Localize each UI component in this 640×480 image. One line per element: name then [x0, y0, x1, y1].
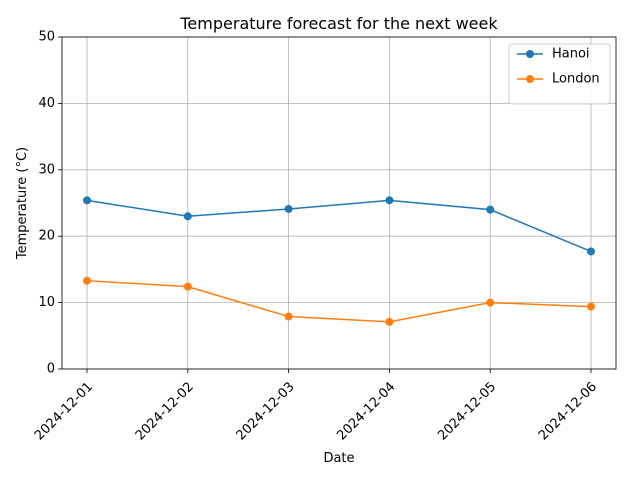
data-point-london	[587, 302, 595, 311]
plot-area-frame	[61, 36, 617, 370]
data-point-london	[83, 276, 91, 285]
chart-title: Temperature forecast for the next week	[179, 14, 498, 33]
data-point-london	[183, 282, 192, 291]
y-tick-label: 30	[38, 162, 55, 177]
y-tick-label: 20	[38, 229, 55, 244]
data-point-hanoi	[83, 196, 91, 205]
data-point-london	[486, 298, 495, 307]
y-axis: 0 10 20 30 40 50	[38, 30, 62, 377]
data-point-hanoi	[284, 204, 293, 213]
legend-marker-hanoi	[526, 50, 534, 58]
data-point-london	[385, 317, 394, 326]
y-tick-label: 10	[38, 295, 55, 310]
y-tick-label: 0	[47, 362, 55, 377]
x-axis-label: Date	[323, 451, 354, 466]
legend-marker-london	[526, 75, 534, 83]
data-point-hanoi	[183, 212, 192, 221]
series-line-hanoi	[86, 199, 592, 253]
y-axis-label: Temperature (°C)	[15, 147, 30, 260]
data-point-hanoi	[486, 205, 495, 214]
legend-box	[508, 43, 611, 105]
y-tick-label: 50	[38, 30, 55, 45]
legend: Hanoi London	[508, 43, 611, 105]
y-tick-label: 40	[38, 96, 55, 111]
data-point-hanoi	[385, 196, 394, 205]
series-line-london	[86, 279, 592, 323]
data-point-london	[284, 312, 293, 321]
data-point-hanoi	[587, 247, 595, 256]
legend-label-hanoi: Hanoi	[552, 47, 590, 62]
legend-label-london: London	[552, 72, 600, 87]
data-series	[83, 196, 595, 326]
